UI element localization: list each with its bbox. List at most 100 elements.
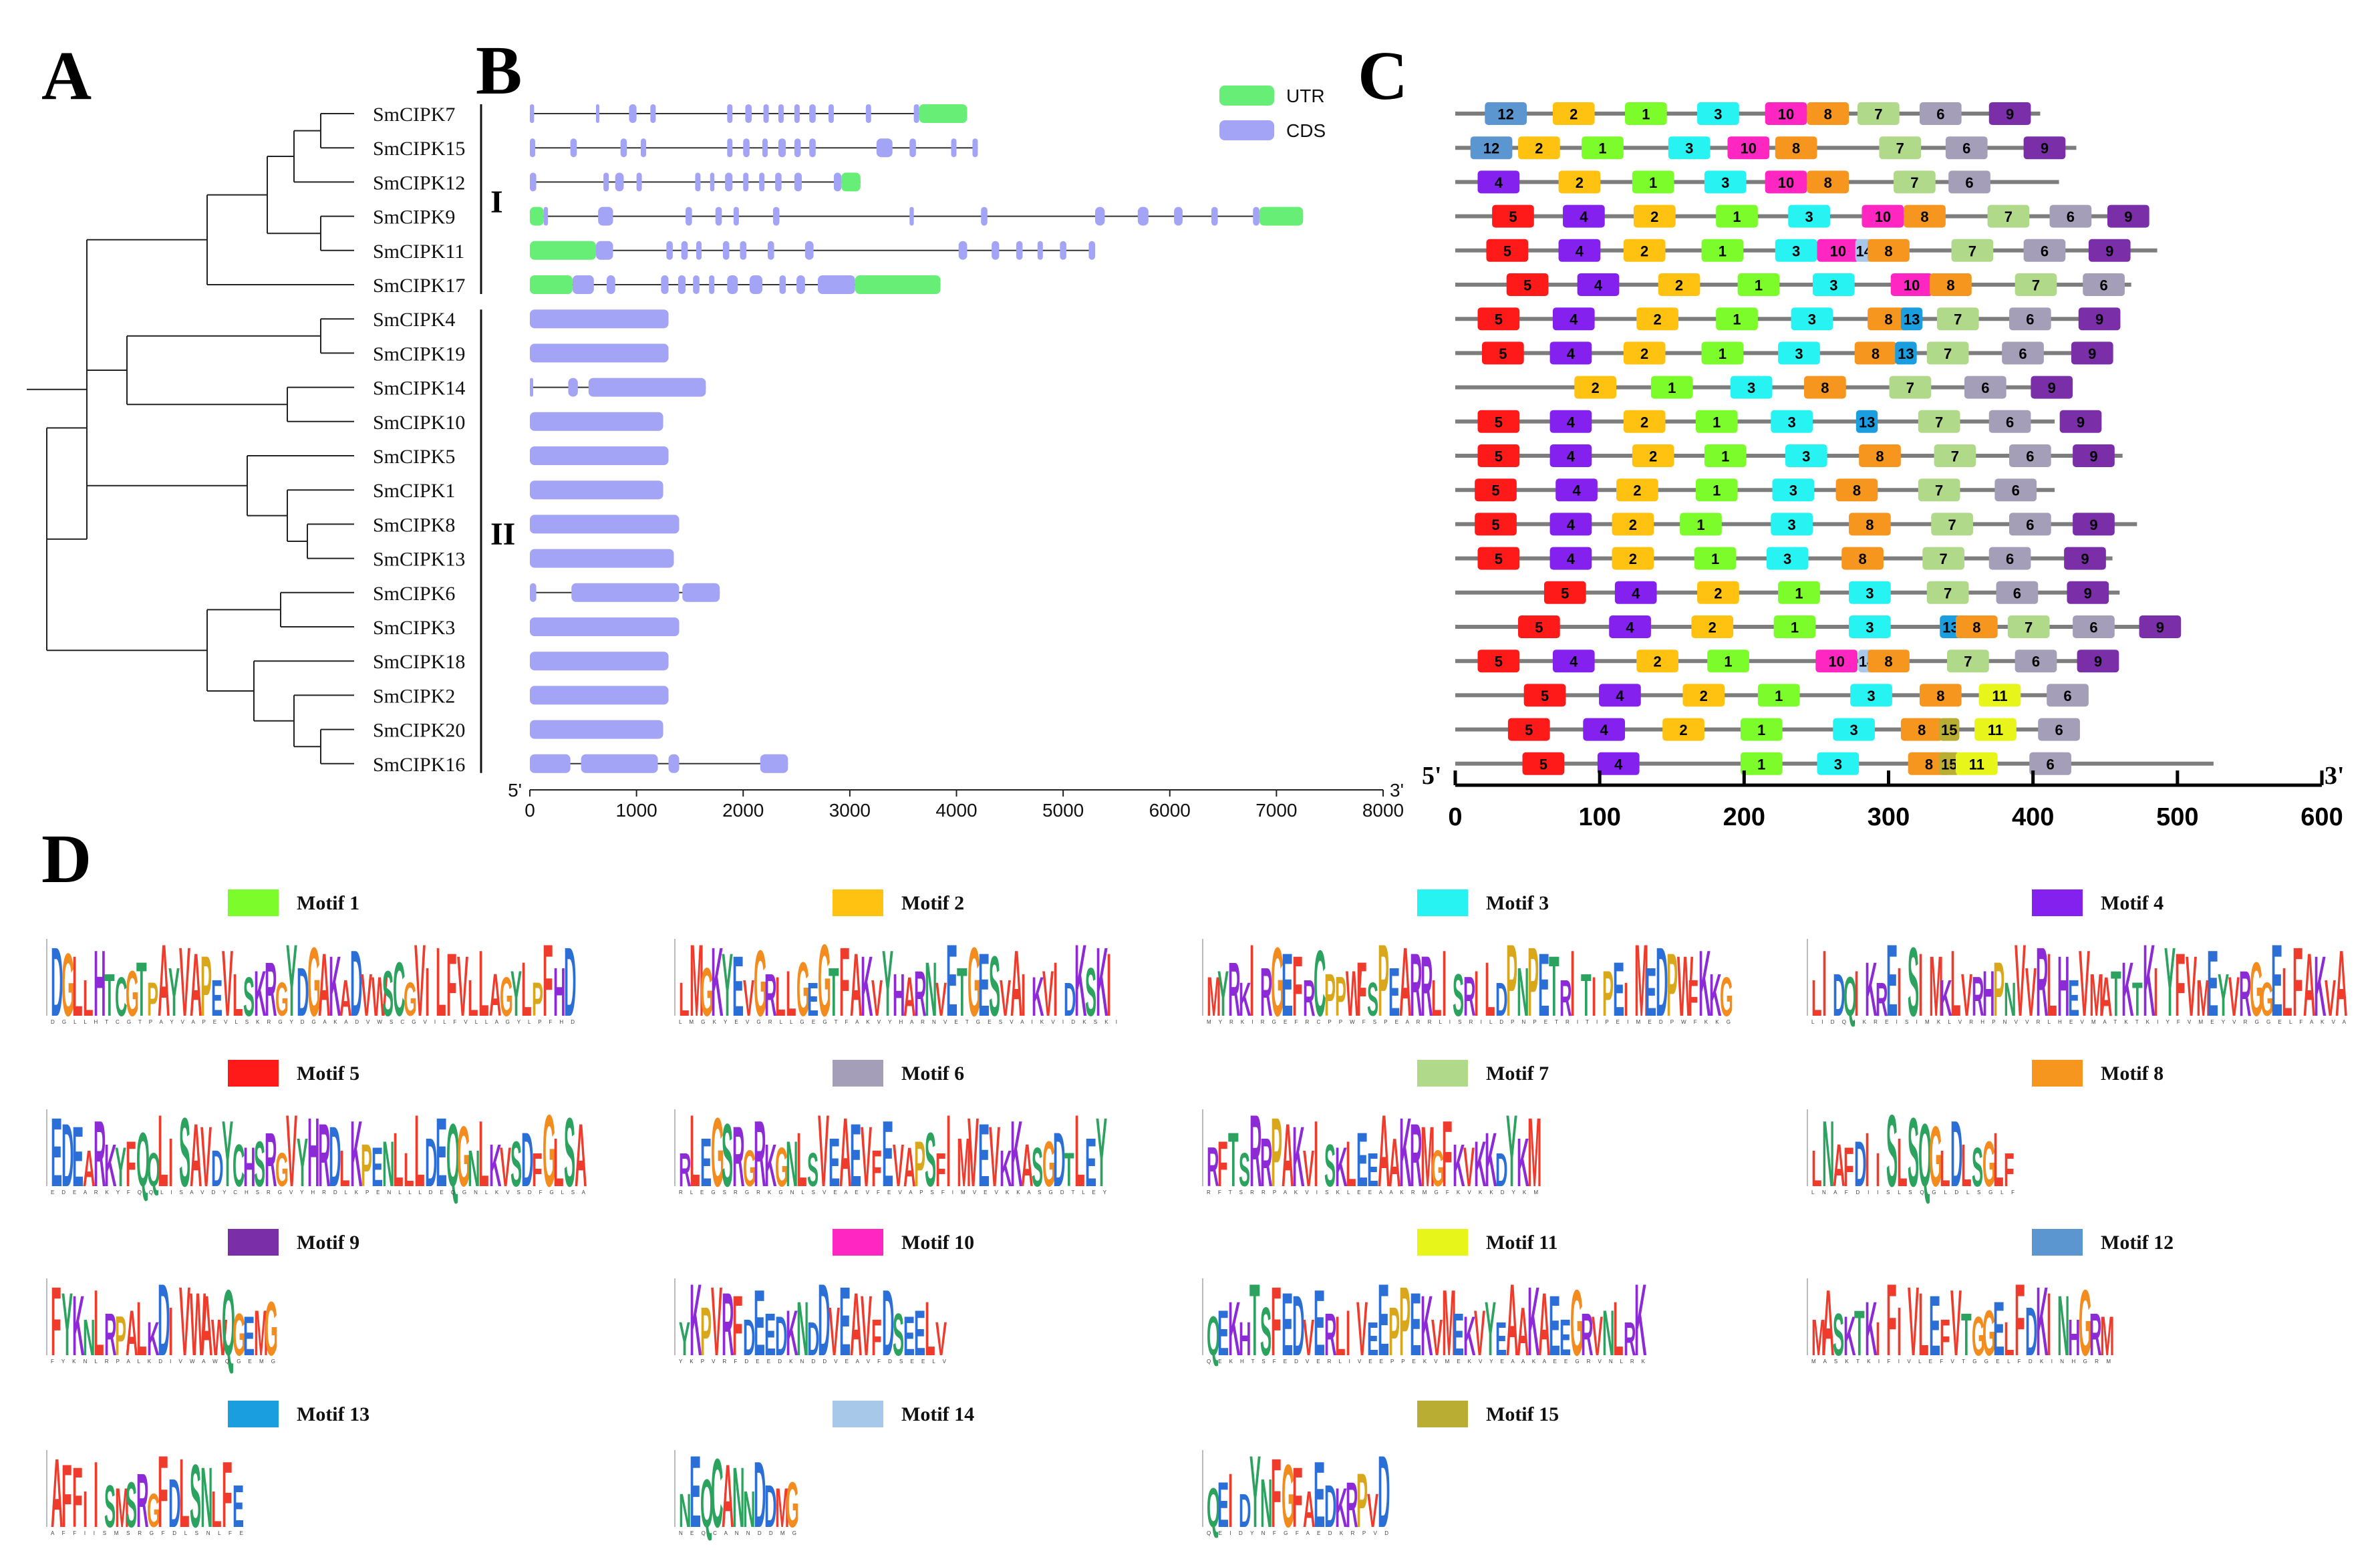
- motif-box: [2002, 341, 2044, 365]
- logo-letter: C: [115, 966, 127, 1028]
- cds-block: [543, 206, 549, 226]
- motif-number: 3: [1834, 756, 1842, 772]
- panel-letter-d: D: [41, 821, 92, 897]
- motif-box: [1771, 410, 1813, 433]
- motif-title: Motif 7: [1486, 1063, 1549, 1085]
- logo-letter: F: [2015, 1263, 2025, 1378]
- motif-box: [1936, 307, 1979, 331]
- gene-model: [530, 378, 706, 397]
- logo-letter: L: [393, 1116, 404, 1203]
- logo-letter: K: [1709, 962, 1722, 1030]
- logo-letter: I: [168, 1124, 173, 1201]
- motif-box: [2023, 239, 2066, 262]
- motif-box: [1694, 547, 1737, 570]
- logo-letter: R: [1410, 935, 1422, 1035]
- motif-box: [1775, 136, 1817, 160]
- cds-block: [817, 275, 855, 294]
- panel-letter-b: B: [476, 32, 522, 109]
- protein-motif-row: 5 4 2 1 3 8 7 6 9: [1455, 547, 2113, 570]
- gene-model: [530, 549, 674, 568]
- logo-letter: V: [286, 1094, 297, 1209]
- logo-letter: Y: [297, 1124, 308, 1201]
- logo-letter: W: [371, 966, 388, 1028]
- logo-letter: D: [1292, 1278, 1304, 1374]
- logo-letter: V: [989, 1109, 1000, 1205]
- motif-box: [1558, 170, 1601, 194]
- logo-letter: Y: [679, 1313, 690, 1365]
- motif-box: [1632, 170, 1674, 194]
- motif-box: [1623, 410, 1666, 433]
- logo-letter: L: [478, 1101, 489, 1206]
- axis-tick-label: 2000: [722, 800, 764, 821]
- logo-letter: L: [158, 1094, 168, 1209]
- logo-letter: N: [1260, 1465, 1272, 1542]
- motif-number: 8: [1858, 551, 1866, 567]
- logo-letter: T: [1549, 938, 1559, 1034]
- motif-box: [1552, 102, 1595, 125]
- motif-number: 9: [2095, 311, 2103, 328]
- axis-tick-label: 300: [1868, 803, 1910, 831]
- logo-letter: A: [1378, 1094, 1390, 1209]
- logo-letter: N: [1822, 1101, 1834, 1206]
- motif-number: 2: [1649, 448, 1657, 465]
- logo-letter: E: [1085, 1124, 1096, 1201]
- protein-motif-row: 12 2 1 3 10 8 7 6 9: [1455, 102, 2041, 125]
- logo-letter: L: [1074, 1094, 1085, 1209]
- logo-letter: I: [2153, 954, 2158, 1030]
- logo-letter: I: [1442, 931, 1447, 1036]
- motif-title: Motif 8: [2101, 1063, 2164, 1085]
- cds-block: [1095, 206, 1105, 226]
- motif-number: 6: [2089, 619, 2097, 636]
- logo-letter: G: [1282, 1446, 1295, 1546]
- motif-number: 5: [1539, 756, 1547, 772]
- logo-letter: E: [754, 1270, 765, 1375]
- logo-letter: C: [233, 1133, 245, 1200]
- logo-letter: V: [2025, 954, 2037, 1030]
- cds-block: [981, 206, 988, 226]
- motif-box: [2009, 307, 2051, 331]
- utr-block: [919, 104, 968, 123]
- protein-motif-row: 5 4 2 1 3 7 6 9: [1455, 581, 2120, 604]
- gene-model: [530, 583, 720, 602]
- motif-number: 6: [1936, 106, 1944, 123]
- cds-block: [763, 104, 769, 123]
- logo-letter: F: [1292, 938, 1303, 1034]
- utr-block: [530, 206, 544, 226]
- cds-block: [629, 104, 637, 123]
- motif-number: 4: [1570, 654, 1578, 670]
- logo-letter: E: [839, 1267, 851, 1377]
- motif-box: [1868, 307, 1910, 331]
- motif-box: [1552, 307, 1595, 331]
- motif-number: 3: [1721, 174, 1729, 191]
- logo-letter: R: [1346, 1469, 1358, 1541]
- logo-letter: V: [1367, 1485, 1378, 1537]
- logo-letter: D: [297, 954, 309, 1030]
- motif-title: Motif 13: [297, 1403, 369, 1425]
- logo-letter: E: [850, 1105, 861, 1206]
- motif-box: [1549, 513, 1592, 536]
- logo-letter: F: [126, 1128, 136, 1200]
- logo-letter: G: [147, 1485, 160, 1537]
- logo-letter: L: [775, 966, 786, 1028]
- motif-box: [1518, 615, 1560, 638]
- logo-letter: K: [1634, 1263, 1646, 1378]
- motif-box: [1668, 136, 1710, 160]
- logo-letter: K: [1485, 1116, 1497, 1203]
- logo-letter: D: [807, 1313, 819, 1365]
- motif-box: [1889, 376, 1932, 399]
- logo-letter: E: [72, 1109, 84, 1205]
- logo-letter: S: [564, 1098, 575, 1208]
- motif-box: [2015, 273, 2057, 296]
- motif-number: 5: [1491, 482, 1499, 499]
- logo-letter: G: [1929, 1109, 1942, 1205]
- motif-number: 2: [1714, 585, 1722, 601]
- motif-number: 6: [1965, 174, 1973, 191]
- motif-box: [1947, 650, 1989, 673]
- motif-number: 6: [2006, 551, 2014, 567]
- axis-tick-label: 8000: [1362, 800, 1404, 821]
- motif-box: [2088, 239, 2131, 262]
